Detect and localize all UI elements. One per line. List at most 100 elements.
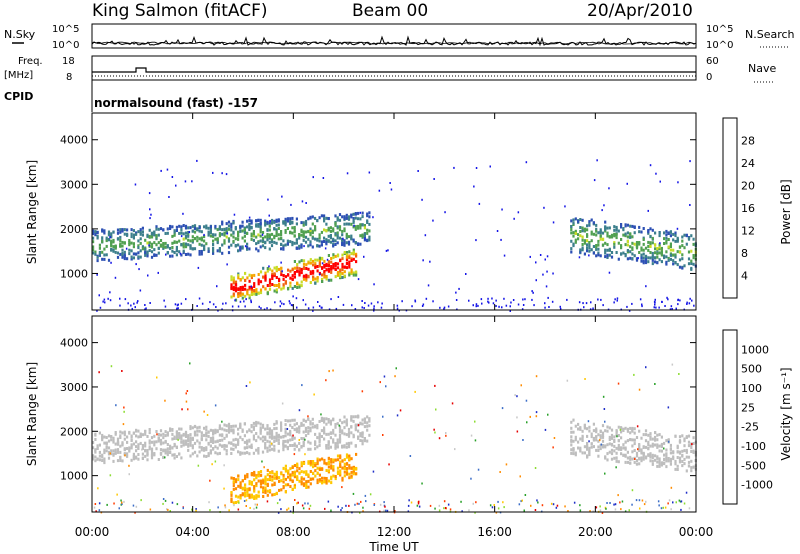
sparse-cell	[602, 304, 604, 307]
scatter-cell	[350, 222, 353, 226]
scatter-cell	[692, 242, 695, 246]
scatter-cell	[300, 437, 303, 440]
sparse-cell	[429, 260, 431, 263]
noise-cell	[327, 500, 330, 503]
scatter-cell	[327, 264, 330, 268]
scatter-cell	[667, 459, 670, 463]
time-tick-label: 08:00	[276, 525, 311, 539]
scatter-cell	[674, 231, 677, 235]
scatter-cell	[341, 271, 344, 275]
scatter-cell	[207, 226, 210, 230]
sparse-cell	[274, 301, 276, 304]
scatter-cell	[255, 448, 258, 452]
sparse-cell	[182, 507, 184, 510]
scatter-cell	[347, 215, 351, 219]
scatter-cell	[150, 456, 154, 460]
noise-cell	[296, 502, 298, 505]
scatter-cell	[266, 284, 269, 287]
noise-cell	[407, 504, 410, 507]
scatter-cell	[638, 251, 641, 254]
scatter-cell	[339, 473, 342, 477]
scatter-cell	[334, 262, 337, 266]
scatter-cell	[132, 229, 135, 233]
scatter-cell	[644, 439, 648, 443]
scatter-cell	[339, 270, 342, 274]
scatter-cell	[663, 231, 666, 235]
scatter-cell	[339, 463, 342, 467]
scatter-cell	[246, 288, 249, 292]
scatter-cell	[647, 231, 650, 235]
scatter-cell	[230, 228, 233, 232]
scatter-cell	[243, 422, 246, 426]
scatter-cell	[212, 438, 215, 442]
scatter-cell	[296, 465, 299, 469]
noise-cell	[679, 299, 681, 302]
scatter-cell	[232, 424, 235, 428]
scatter-cell	[626, 231, 629, 235]
sparse-cell	[667, 440, 670, 443]
scatter-cell	[350, 466, 353, 470]
scatter-cell	[282, 477, 285, 481]
scatter-cell	[350, 415, 353, 419]
scatter-cell	[187, 435, 190, 439]
scatter-cell	[615, 430, 618, 434]
scatter-cell	[189, 433, 192, 437]
scatter-cell	[239, 291, 242, 295]
scatter-cell	[588, 425, 591, 429]
noise-cell	[266, 500, 269, 503]
scatter-cell	[610, 233, 614, 237]
noise-cell	[573, 501, 576, 504]
sparse-cell	[473, 185, 475, 188]
scatter-cell	[259, 218, 262, 222]
scatter-cell	[298, 430, 301, 434]
scatter-cell	[257, 472, 260, 476]
scatter-cell	[123, 430, 126, 434]
scatter-cell	[178, 250, 181, 254]
scatter-cell	[264, 287, 267, 291]
scatter-cell	[323, 259, 326, 263]
scatter-cell	[212, 436, 215, 440]
scatter-cell	[651, 462, 654, 466]
scatter-cell	[241, 229, 244, 233]
scatter-cell	[250, 276, 253, 280]
sparse-cell	[261, 233, 264, 236]
noise-cell	[238, 501, 240, 504]
noise-cell	[280, 508, 282, 511]
scatter-cell	[604, 220, 607, 224]
scatter-cell	[223, 239, 226, 243]
scatter-cell	[314, 474, 317, 478]
scatter-cell	[332, 431, 335, 435]
noise-cell	[324, 507, 326, 510]
sparse-cell	[475, 239, 477, 242]
scatter-cell	[334, 264, 337, 268]
scatter-cell	[103, 247, 106, 251]
scatter-cell	[345, 455, 349, 459]
scatter-cell	[327, 267, 330, 271]
scatter-cell	[110, 242, 113, 246]
noise-cell	[670, 305, 673, 308]
scatter-cell	[690, 249, 693, 253]
scatter-cell	[341, 276, 344, 279]
scatter-cell	[239, 287, 242, 291]
scatter-cell	[570, 435, 573, 439]
scatter-cell	[209, 436, 212, 440]
scatter-cell	[579, 427, 582, 430]
sparse-cell	[470, 477, 472, 480]
scatter-cell	[264, 446, 267, 450]
scatter-cell	[252, 427, 255, 431]
power-colorbar-label: Power [dB]	[779, 179, 793, 244]
scatter-cell	[268, 489, 272, 493]
scatter-cell	[667, 258, 670, 262]
scatter-cell	[119, 434, 122, 438]
scatter-cell	[597, 247, 600, 251]
scatter-cell	[325, 446, 328, 450]
scatter-cell	[255, 235, 258, 239]
scatter-cell	[635, 459, 639, 462]
scatter-cell	[119, 459, 122, 462]
scatter-cell	[656, 443, 659, 447]
scatter-cell	[617, 257, 620, 261]
scatter-cell	[357, 226, 360, 230]
scatter-cell	[325, 268, 328, 272]
scatter-cell	[570, 225, 573, 228]
scatter-cell	[685, 455, 688, 459]
